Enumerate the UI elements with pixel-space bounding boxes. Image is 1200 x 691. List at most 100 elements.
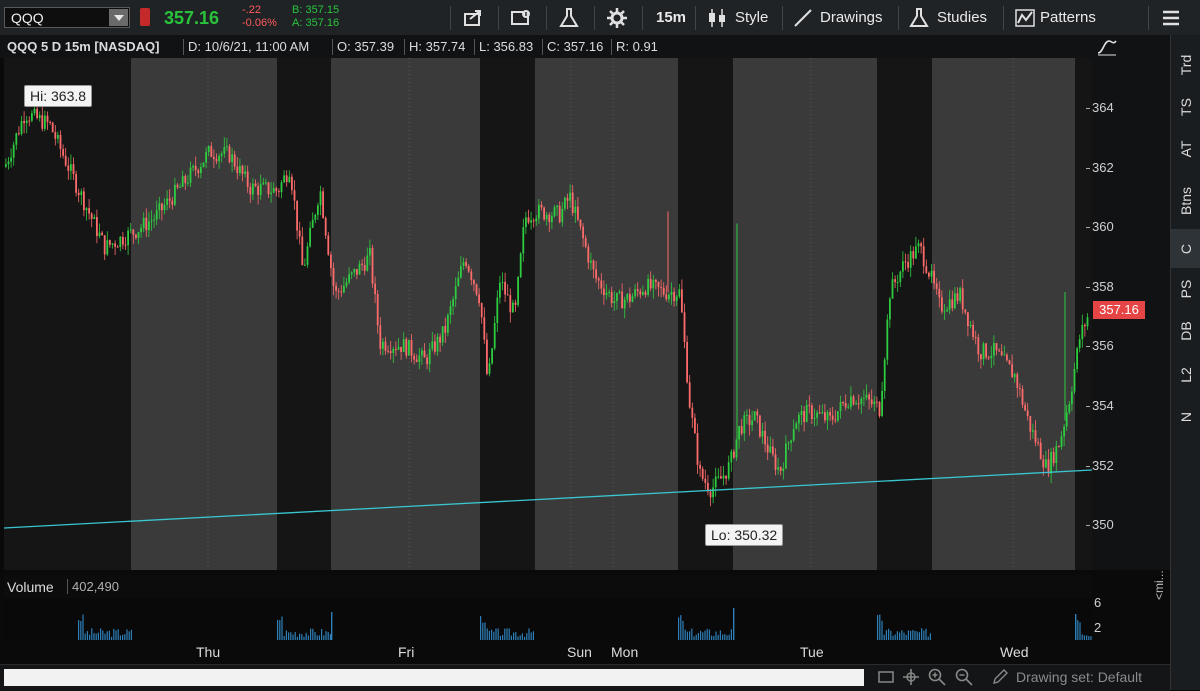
volume-bar — [480, 616, 482, 640]
candle-body — [915, 246, 917, 259]
candle-body — [527, 217, 530, 223]
drawings-button[interactable]: Drawings — [820, 9, 883, 26]
flask-icon[interactable] — [556, 5, 582, 31]
tab-btns[interactable]: Btns — [1171, 175, 1200, 227]
candle-body — [137, 232, 140, 238]
volume-bar — [521, 633, 523, 640]
candle-body — [597, 278, 600, 281]
pencil-icon[interactable] — [990, 667, 1010, 687]
candle-body — [275, 188, 278, 192]
tab-l2[interactable]: L2 — [1171, 355, 1200, 394]
chevron-down-icon[interactable] — [109, 9, 128, 26]
candle-body — [257, 186, 259, 195]
candle-body — [873, 401, 876, 405]
candle-body — [727, 462, 730, 479]
volume-bar — [706, 628, 708, 640]
candle-body — [181, 176, 184, 187]
candle-body — [694, 417, 696, 434]
volume-bar — [327, 631, 329, 640]
candle-body — [894, 279, 896, 283]
candle-body — [610, 291, 613, 304]
tab-trd[interactable]: Trd — [1171, 45, 1200, 84]
volume-bar — [321, 629, 323, 640]
candle-body — [88, 208, 90, 214]
tab-at[interactable]: AT — [1171, 129, 1200, 168]
tab-db[interactable]: DB — [1171, 311, 1200, 350]
fit-icon[interactable] — [876, 667, 896, 687]
share-icon[interactable] — [460, 5, 486, 31]
timeframe-button[interactable]: 15m — [656, 9, 687, 26]
candle-body — [753, 411, 756, 421]
candle-body — [163, 205, 166, 211]
candle-body — [977, 337, 980, 355]
candle-body — [213, 156, 215, 160]
volume-bar — [91, 628, 93, 640]
candle-body — [595, 269, 597, 279]
horizontal-scrollbar[interactable] — [4, 669, 864, 686]
candle-body — [688, 382, 691, 408]
bar-date: D: 10/6/21, 11:00 AM — [188, 39, 310, 54]
candle-body — [353, 268, 356, 273]
volume-bar — [97, 632, 99, 640]
candle-body — [1065, 412, 1068, 427]
time-axis[interactable]: Thu Fri Sun Mon Tue Wed — [0, 641, 1092, 663]
tab-ts[interactable]: TS — [1171, 87, 1200, 126]
style-button[interactable]: Style — [735, 9, 769, 26]
candle-body — [480, 303, 483, 318]
candle-style-icon[interactable] — [704, 5, 730, 31]
candle-body — [415, 359, 418, 362]
support-trendline[interactable] — [4, 469, 1092, 529]
volume-bar — [885, 630, 887, 640]
volume-tick: 6 — [1094, 595, 1102, 610]
alert-flag-icon[interactable] — [140, 8, 150, 26]
candle-body — [608, 291, 610, 293]
candle-body — [116, 246, 119, 248]
candle-body — [681, 289, 683, 313]
volume-bar — [879, 614, 881, 640]
low-marker-label: Lo: 350.32 — [705, 524, 784, 546]
tab-n[interactable]: N — [1171, 397, 1200, 436]
zoom-out-icon[interactable] — [954, 667, 974, 687]
tab-ps[interactable]: PS — [1171, 269, 1200, 308]
volume-bar — [888, 628, 890, 640]
candle-body — [748, 414, 751, 426]
autoscale-icon[interactable] — [1096, 37, 1118, 57]
candle-body — [475, 284, 478, 295]
volume-bar — [708, 629, 710, 640]
candle-body — [77, 192, 80, 196]
drawing-line-icon[interactable] — [790, 5, 816, 31]
menu-icon[interactable] — [1158, 5, 1184, 31]
candle-body — [184, 176, 187, 184]
studies-button[interactable]: Studies — [937, 9, 988, 26]
symbol-selector[interactable]: QQQ — [4, 7, 130, 28]
candle-body — [1071, 391, 1073, 405]
candle-body — [548, 214, 551, 223]
studies-flask-icon[interactable] — [906, 5, 932, 31]
candle-body — [1006, 354, 1008, 361]
candle-body — [1008, 360, 1011, 365]
candle-body — [283, 175, 285, 183]
chart-settings-icon[interactable] — [508, 5, 534, 31]
volume-chart[interactable] — [4, 598, 1092, 640]
gear-icon[interactable] — [604, 5, 630, 31]
candle-body — [405, 339, 408, 356]
candle-body — [252, 183, 254, 195]
tab-c[interactable]: C — [1171, 229, 1200, 268]
volume-bar — [290, 632, 292, 640]
volume-bar — [722, 634, 724, 640]
minimize-label[interactable]: <mi... — [1152, 570, 1166, 600]
drawing-set-label[interactable]: Drawing set: Default — [1016, 669, 1143, 685]
candlestick-plot[interactable] — [4, 58, 1092, 570]
candle-body — [662, 287, 665, 295]
zoom-in-icon[interactable] — [927, 667, 947, 687]
candle-body — [886, 319, 889, 360]
candle-body — [850, 396, 852, 408]
patterns-button[interactable]: Patterns — [1040, 9, 1096, 26]
patterns-icon[interactable] — [1012, 5, 1038, 31]
volume-bar — [877, 615, 879, 640]
time-label: Sun — [567, 644, 592, 660]
candle-body — [1034, 430, 1037, 443]
pan-icon[interactable] — [901, 667, 921, 687]
price-chart[interactable]: Hi: 363.8 Lo: 350.32 — [4, 58, 1092, 570]
candle-body — [647, 278, 649, 295]
